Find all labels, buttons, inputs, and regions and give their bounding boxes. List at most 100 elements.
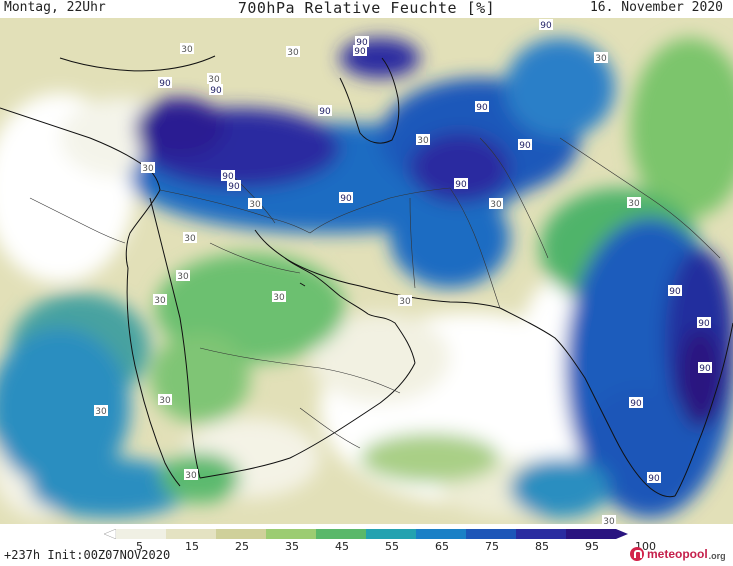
contour-label-box bbox=[248, 198, 262, 209]
contour-label-box bbox=[207, 73, 221, 84]
contour-label: 30 bbox=[154, 296, 166, 306]
colorbar-tick-label: 95 bbox=[585, 540, 599, 553]
contour-label: 30 bbox=[490, 200, 502, 210]
contour-label-box bbox=[355, 36, 369, 47]
contour-label-box bbox=[158, 394, 172, 405]
contour-label: 30 bbox=[399, 297, 411, 307]
colorbar-tick-label: 5 bbox=[136, 540, 143, 553]
model-run-info: +237h Init:00Z07NOV2020 bbox=[4, 548, 171, 562]
contour-label-box bbox=[184, 469, 198, 480]
colorbar-tick-label: 25 bbox=[235, 540, 249, 553]
contour-label-box bbox=[339, 192, 353, 203]
contour-label: 90 bbox=[669, 287, 681, 297]
contour-label: 30 bbox=[95, 407, 107, 417]
contour-label: 30 bbox=[628, 199, 640, 209]
contour-label-box bbox=[539, 19, 553, 30]
colorbar-segment bbox=[416, 529, 466, 539]
contour-label-box bbox=[227, 180, 241, 191]
contour-label: 30 bbox=[603, 517, 615, 524]
colorbar-segment bbox=[366, 529, 416, 539]
colorbar-tick-label: 65 bbox=[435, 540, 449, 553]
contour-label-box bbox=[416, 134, 430, 145]
contour-label: 30 bbox=[159, 396, 171, 406]
contour-label-box bbox=[489, 198, 503, 209]
contour-label-box bbox=[209, 84, 223, 95]
contour-label-box bbox=[518, 139, 532, 150]
contour-label: 30 bbox=[185, 471, 197, 481]
map-date: 16. November 2020 bbox=[589, 0, 723, 15]
brand-name: meteopool bbox=[647, 547, 708, 561]
contour-label: 90 bbox=[228, 182, 240, 192]
contour-label-box bbox=[183, 232, 197, 243]
meteopool-icon bbox=[630, 547, 644, 561]
colorbar-segment bbox=[566, 529, 616, 539]
contour-label: 30 bbox=[273, 293, 285, 303]
contour-label: 90 bbox=[519, 141, 531, 151]
contour-label-box bbox=[398, 295, 412, 306]
brand-domain: .org bbox=[708, 550, 726, 561]
contour-label-box bbox=[602, 515, 616, 524]
contour-label-box bbox=[180, 43, 194, 54]
borders bbox=[29, 137, 721, 449]
contour-label-box bbox=[475, 101, 489, 112]
contour-label-box bbox=[353, 45, 367, 56]
colorbar-tick-label: 35 bbox=[285, 540, 299, 553]
contour-label: 30 bbox=[184, 234, 196, 244]
contour-label: 90 bbox=[356, 38, 368, 48]
colorbar-min-arrow bbox=[104, 529, 117, 539]
contour-label: 30 bbox=[208, 75, 220, 85]
colorbar-segment bbox=[266, 529, 316, 539]
contour-label: 30 bbox=[177, 272, 189, 282]
brand-logo[interactable]: meteopool .org bbox=[630, 545, 726, 563]
contour-label: 30 bbox=[595, 54, 607, 64]
contour-label-box bbox=[176, 270, 190, 281]
contour-label: 90 bbox=[340, 194, 352, 204]
contour-label-box bbox=[221, 170, 235, 181]
colorbar-segment bbox=[166, 529, 216, 539]
contour-label: 90 bbox=[476, 103, 488, 113]
contour-label-box bbox=[158, 77, 172, 88]
contour-label-box bbox=[153, 294, 167, 305]
contour-label: 90 bbox=[699, 364, 711, 374]
colorbar-tick-label: 55 bbox=[385, 540, 399, 553]
contour-label-box bbox=[272, 291, 286, 302]
colorbar-segment bbox=[466, 529, 516, 539]
contour-label-box bbox=[627, 197, 641, 208]
contour-label-box bbox=[697, 317, 711, 328]
contour-label: 90 bbox=[455, 180, 467, 190]
map-valid-time: Montag, 22Uhr bbox=[4, 0, 106, 15]
colorbar-tick-label: 45 bbox=[335, 540, 349, 553]
contour-label: 90 bbox=[354, 47, 366, 57]
contour-label-box bbox=[454, 178, 468, 189]
contour-label-box bbox=[286, 46, 300, 57]
colorbar-max-arrow bbox=[616, 529, 628, 539]
contour-label-box bbox=[668, 285, 682, 296]
colorbar-segment bbox=[316, 529, 366, 539]
colorbar-tick-label: 75 bbox=[485, 540, 499, 553]
contour-label: 30 bbox=[181, 45, 193, 55]
contour-label: 90 bbox=[210, 86, 222, 96]
contour-label: 30 bbox=[249, 200, 261, 210]
contour-label: 90 bbox=[540, 21, 552, 31]
humidity-field bbox=[0, 18, 733, 524]
contour-label-box bbox=[141, 162, 155, 173]
contour-label-box bbox=[594, 52, 608, 63]
contour-label: 90 bbox=[648, 474, 660, 484]
contour-label: 90 bbox=[698, 319, 710, 329]
contour-label-box bbox=[698, 362, 712, 373]
colorbar bbox=[104, 529, 628, 539]
contour-label: 30 bbox=[142, 164, 154, 174]
contour-label-box bbox=[94, 405, 108, 416]
contour-label-box bbox=[318, 105, 332, 116]
map-title: 700hPa Relative Feuchte [%] bbox=[237, 0, 496, 17]
contour-label: 90 bbox=[159, 79, 171, 89]
colorbar-segment bbox=[116, 529, 166, 539]
contour-label-box bbox=[647, 472, 661, 483]
contour-label: 90 bbox=[319, 107, 331, 117]
contour-label: 30 bbox=[287, 48, 299, 58]
colorbar-tick-label: 85 bbox=[535, 540, 549, 553]
colorbar-segment bbox=[516, 529, 566, 539]
contour-label: 90 bbox=[630, 399, 642, 409]
